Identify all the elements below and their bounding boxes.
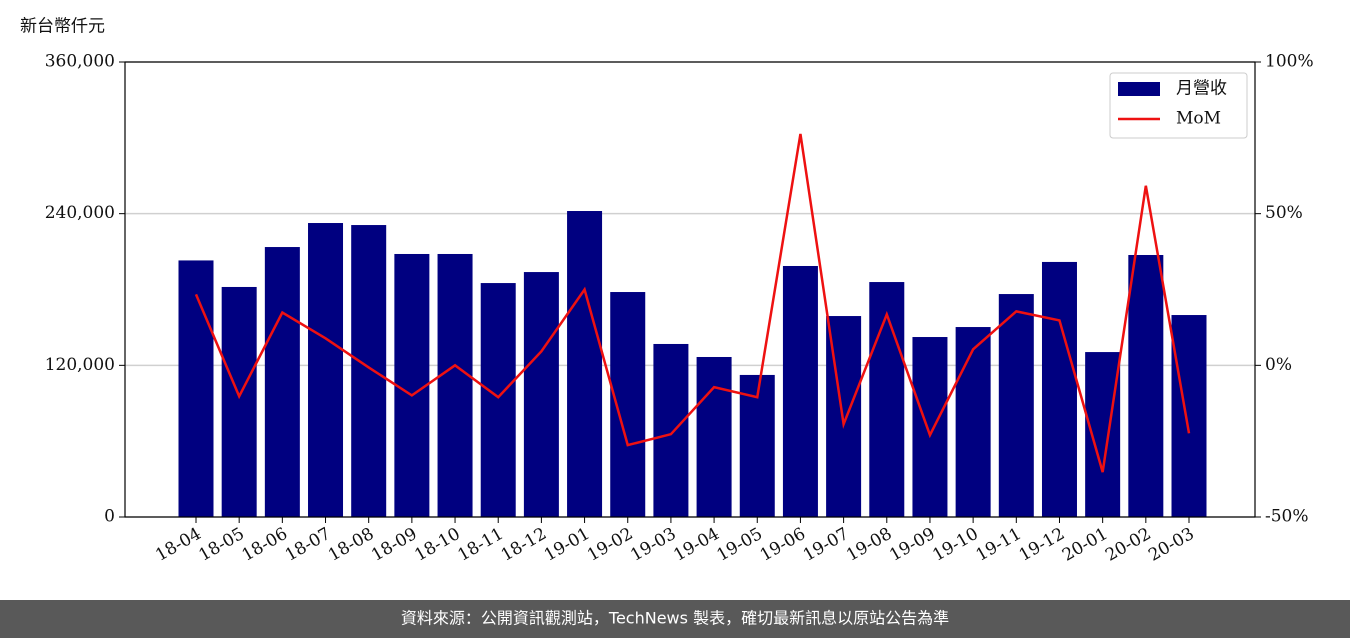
y2-tick-label: -50% — [1265, 507, 1309, 527]
bar — [221, 286, 257, 517]
bar — [264, 247, 300, 518]
bar — [912, 337, 948, 517]
x-tick-label: 19-02 — [584, 524, 636, 566]
legend-label: 月營收 — [1176, 79, 1227, 99]
legend-label: MoM — [1176, 109, 1221, 129]
footer-source: 資料來源：公開資訊觀測站，TechNews 製表，確切最新訊息以原站公告為準 — [401, 609, 949, 628]
x-tick-label: 18-11 — [455, 524, 507, 566]
plot-frame — [124, 61, 1256, 518]
y2-tick-label: 50% — [1265, 203, 1303, 223]
x-tick-label: 20-02 — [1102, 524, 1154, 566]
y-tick-label: 120,000 — [45, 355, 115, 375]
bar — [739, 374, 775, 517]
bar — [696, 356, 732, 517]
x-tick-label: 20-01 — [1059, 524, 1111, 566]
x-tick-label: 18-10 — [411, 524, 463, 566]
x-tick-label: 18-05 — [195, 524, 247, 566]
legend-swatch — [1118, 82, 1160, 96]
bar — [1171, 315, 1207, 517]
bar — [480, 283, 516, 517]
x-tick-label: 19-10 — [929, 524, 981, 566]
x-tick-label: 20-03 — [1145, 524, 1197, 566]
y-tick-label: 0 — [104, 507, 115, 527]
x-tick-label: 19-05 — [714, 524, 766, 566]
bar — [955, 327, 991, 517]
x-tick-label: 19-08 — [843, 524, 895, 566]
x-tick-label: 18-09 — [368, 524, 420, 566]
x-tick-label: 18-04 — [152, 524, 204, 566]
bar — [567, 211, 603, 517]
bar — [437, 253, 473, 517]
x-tick-label: 19-06 — [757, 524, 809, 566]
bar — [869, 282, 905, 517]
y2-tick-label: 0% — [1265, 355, 1292, 375]
bar — [1085, 352, 1121, 517]
bar — [1041, 261, 1077, 517]
x-tick-label: 19-07 — [800, 524, 852, 566]
line — [194, 133, 1191, 473]
x-tick-label: 19-04 — [670, 524, 722, 566]
y2-tick-label: 100% — [1265, 52, 1314, 72]
bar — [351, 225, 387, 517]
x-tick-label: 18-07 — [282, 524, 334, 566]
x-tick-label: 19-03 — [627, 524, 679, 566]
bar — [782, 265, 818, 517]
bar — [998, 294, 1034, 517]
x-tick-label: 19-12 — [1016, 524, 1068, 566]
bar — [308, 223, 344, 517]
x-tick-label: 18-12 — [498, 524, 550, 566]
bar — [178, 260, 214, 517]
x-tick-label: 18-06 — [239, 524, 291, 566]
x-tick-label: 19-09 — [886, 524, 938, 566]
footer-band — [0, 600, 1350, 638]
x-tick-label: 19-01 — [541, 524, 593, 566]
x-tick-label: 19-11 — [973, 524, 1025, 566]
bar — [523, 272, 559, 517]
x-tick-label: 18-08 — [325, 524, 377, 566]
bar — [1128, 254, 1164, 517]
y-tick-label: 360,000 — [45, 52, 115, 72]
y-axis-label: 新台幣仟元 — [20, 17, 105, 37]
y-tick-label: 240,000 — [45, 203, 115, 223]
bar — [653, 343, 689, 517]
bar — [394, 253, 430, 517]
